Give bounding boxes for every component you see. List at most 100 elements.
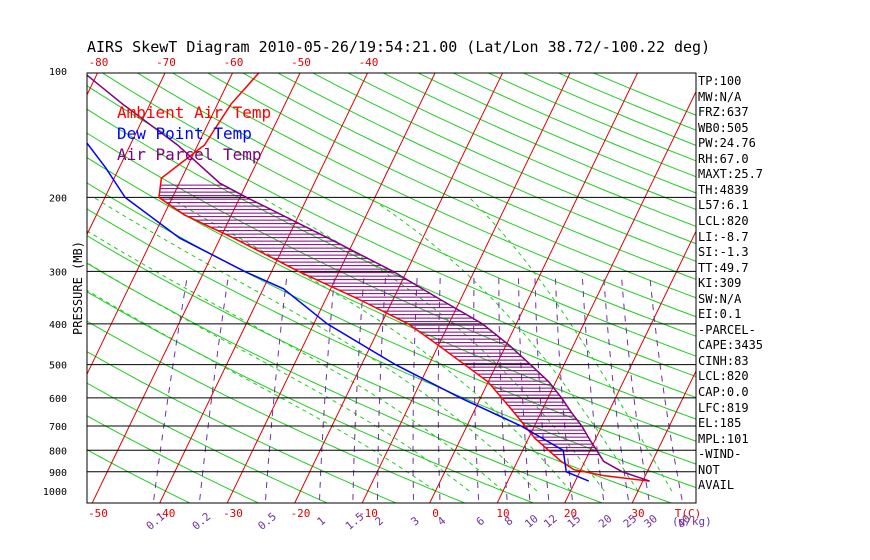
stat-item: EL:185 <box>698 416 742 431</box>
bottom-temp-tick-label: -50 <box>88 507 108 520</box>
dry-adiabat-line <box>87 262 604 503</box>
legend: Ambient Air Temp Dew Point Temp Air Parcel… <box>117 103 271 164</box>
top-temp-tick-label: -40 <box>359 56 379 69</box>
mixing-ratio-line <box>518 277 531 500</box>
pressure-tick-label: 900 <box>49 468 67 479</box>
isotherm-line <box>0 52 40 509</box>
stat-item: CAPE:3435 <box>698 338 764 353</box>
stat-item: SW:N/A <box>698 291 742 306</box>
dry-adiabat-line <box>87 382 329 503</box>
dry-adiabat-line <box>101 73 696 357</box>
stat-item: FRZ:637 <box>698 105 749 120</box>
mixing-ratio-line <box>473 277 480 500</box>
stat-item: -PARCEL- <box>698 322 756 337</box>
profile-line <box>87 141 590 482</box>
top-temp-tick-label: -70 <box>156 56 176 69</box>
mixing-ratio-line <box>437 277 441 500</box>
moist-adiabat-line <box>93 196 538 492</box>
stat-item: AVAIL <box>698 478 735 493</box>
pressure-tick-label: 400 <box>49 320 67 331</box>
dry-adiabat-line <box>87 449 191 503</box>
stat-item: MPL:101 <box>698 431 749 446</box>
dry-adiabat-line <box>206 73 696 299</box>
y-axis-label: PRESSURE (MB) <box>71 241 85 335</box>
dry-adiabat-line <box>87 291 535 503</box>
pressure-tick-label: 1000 <box>43 487 67 498</box>
dry-adiabat-line <box>87 415 260 503</box>
pressure-tick-label: 600 <box>49 394 67 405</box>
isotherm-line <box>496 90 696 503</box>
stat-item: RH:67.0 <box>698 151 749 166</box>
dry-adiabat-line <box>346 73 696 227</box>
bottom-temp-tick-label: 10 <box>496 507 509 520</box>
mixing-ratio-line <box>199 277 229 500</box>
dry-adiabat-line <box>87 208 696 489</box>
pressure-tick-label: 800 <box>49 446 67 457</box>
isotherm-line <box>87 73 234 376</box>
mixing-ratio-line <box>581 277 605 500</box>
stat-item: TP:100 <box>698 74 742 88</box>
pressure-tick-label: 500 <box>49 361 67 372</box>
isotherm-line <box>226 73 436 503</box>
stat-item: EI:0.1 <box>698 307 742 322</box>
mixing-ratio-lines <box>153 277 683 500</box>
mixing-ratio-line <box>498 277 508 500</box>
dry-adiabat-line <box>276 73 696 262</box>
profiles <box>87 73 650 482</box>
stat-item: MW:N/A <box>698 89 742 104</box>
top-temp-tick-label: -80 <box>89 56 109 69</box>
profile-line <box>158 73 650 482</box>
isotherm-line <box>564 230 696 503</box>
stat-item: LI:-8.7 <box>698 229 749 244</box>
dry-adiabat-line <box>136 73 696 337</box>
mixing-ratio-label: 1 <box>315 514 328 528</box>
chart-title: AIRS SkewT Diagram 2010-05-26/19:54:21.0… <box>87 38 710 56</box>
isotherm-line <box>832 52 870 509</box>
legend-entry: Ambient Air Temp <box>117 103 271 122</box>
mixing-ratio-line <box>649 277 683 500</box>
stat-item: WB0:505 <box>698 120 749 135</box>
legend-entry: Dew Point Temp <box>117 124 252 143</box>
mixing-ratio-line <box>319 277 335 500</box>
mixing-ratio-label: 3 <box>408 514 421 528</box>
legend-entry: Air Parcel Temp <box>117 145 262 164</box>
mixing-ratio-label: 0.2 <box>190 510 214 533</box>
mixing-ratio-line <box>534 277 550 500</box>
mixing-unit-label: (g/kg) <box>672 515 712 528</box>
mixing-ratio-label: 20 <box>596 512 615 530</box>
plot-frame <box>86 72 697 504</box>
cape-hatching <box>159 184 600 456</box>
mixing-ratio-label: 10 <box>522 512 541 530</box>
x-unit-label: T(C) <box>675 507 702 520</box>
mixing-ratio-line <box>621 277 650 500</box>
isotherm-line <box>429 73 639 503</box>
isotherm-line <box>361 73 571 503</box>
top-temp-tick-label: -60 <box>224 56 244 69</box>
stat-item: NOT <box>698 462 720 477</box>
bottom-temp-tick-label: 0 <box>432 507 439 520</box>
dry-adiabat-line <box>311 73 696 245</box>
dry-adiabat-line <box>382 73 696 211</box>
dry-adiabat-line <box>87 320 467 503</box>
pressure-tick-label: 100 <box>49 67 67 78</box>
profile-line <box>87 74 650 482</box>
isotherm-line <box>91 73 301 503</box>
stat-item: CAP:0.0 <box>698 385 749 399</box>
mixing-ratio-label: 6 <box>474 514 487 528</box>
mixing-ratio-label: 8 <box>502 514 515 528</box>
dry-adiabat-line <box>417 73 696 194</box>
pressure-tick-label: 700 <box>49 422 67 433</box>
top-temp-tick-label: -50 <box>291 56 311 69</box>
stat-item: LCL:820 <box>698 369 749 384</box>
stat-item: L57:6.1 <box>698 198 749 213</box>
mixing-ratio-label: 4 <box>435 514 449 528</box>
dry-adiabat-line <box>487 73 696 162</box>
mixing-ratio-line <box>352 277 365 500</box>
dry-adiabat-line <box>171 73 696 318</box>
bottom-temp-tick-label: 30 <box>631 507 644 520</box>
isotherm-line <box>87 73 166 236</box>
stat-item: LCL:820 <box>698 214 749 228</box>
dry-adiabat-line <box>87 235 673 503</box>
